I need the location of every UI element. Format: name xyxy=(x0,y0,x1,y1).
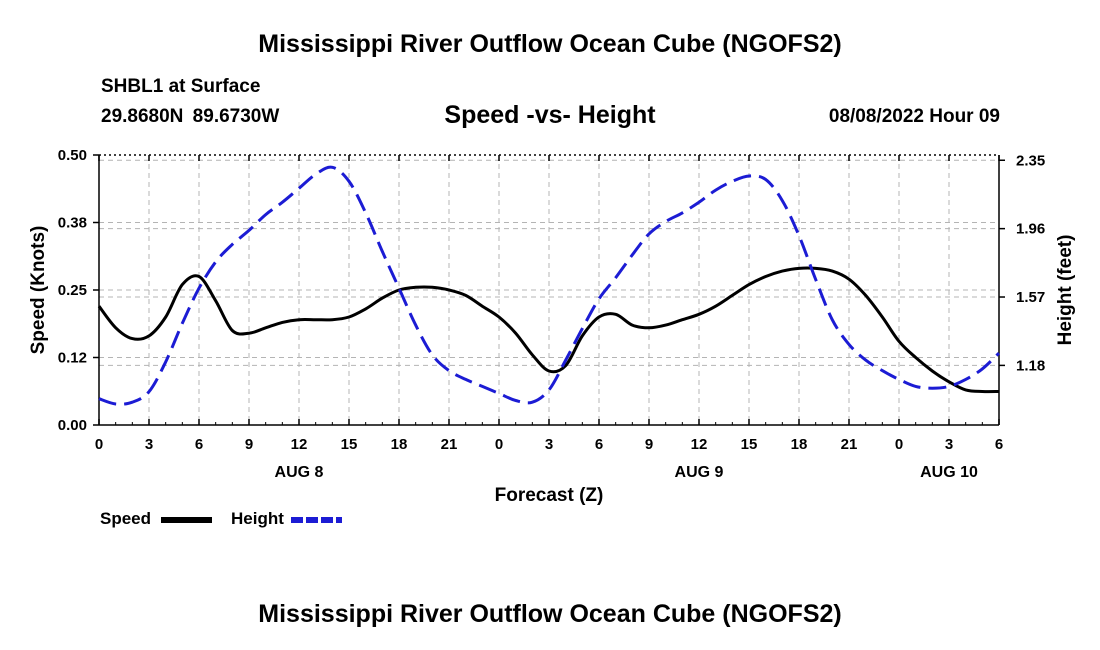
station-label: SHBL1 at Surface xyxy=(101,76,261,97)
x-tick-label: 18 xyxy=(791,436,808,453)
y-tick-label: 0.12 xyxy=(58,350,87,367)
footer-title: Mississippi River Outflow Ocean Cube (NG… xyxy=(258,600,842,628)
axis-labels: 0 3 6 9 12 15 18 21 0 3 6 9 12 15 18 21 0 3 6 0.00 0.12 0.25 0… xyxy=(28,147,1076,506)
x-tick-label: 6 xyxy=(995,436,1003,453)
legend-height-label: Height xyxy=(231,509,284,528)
chart-subtitle: Speed -vs- Height xyxy=(444,101,656,129)
y-tick-label: 0.50 xyxy=(58,147,87,164)
x-tick-label: 18 xyxy=(391,436,408,453)
y2-axis-title: Height (feet) xyxy=(1055,235,1076,346)
chart-title: Mississippi River Outflow Ocean Cube (NG… xyxy=(258,30,842,58)
y2-tick-label: 1.57 xyxy=(1016,289,1045,306)
x-tick-label: 6 xyxy=(595,436,603,453)
forecast-datetime: 08/08/2022 Hour 09 xyxy=(828,106,1000,127)
x-tick-label: 9 xyxy=(245,436,253,453)
y2-tick-label: 1.96 xyxy=(1016,221,1045,238)
x-tick-label: 21 xyxy=(441,436,458,453)
y2-tick-label: 1.18 xyxy=(1016,357,1045,374)
x-tick-label: 3 xyxy=(945,436,953,453)
axes xyxy=(93,154,1005,426)
x-tick-label: 6 xyxy=(195,436,203,453)
x-tick-label: 15 xyxy=(341,436,358,453)
y2-tick-label: 2.35 xyxy=(1016,152,1045,169)
x-tick-label: 21 xyxy=(841,436,858,453)
y-tick-label: 0.00 xyxy=(58,417,87,434)
series-lines xyxy=(97,165,1001,406)
x-tick-label: 12 xyxy=(291,436,308,453)
x-axis-title: Forecast (Z) xyxy=(495,485,604,506)
day-label: AUG 10 xyxy=(920,464,978,481)
legend-speed-label: Speed xyxy=(100,509,152,528)
x-tick-label: 0 xyxy=(895,436,903,453)
x-tick-label: 15 xyxy=(741,436,758,453)
x-tick-label: 3 xyxy=(545,436,553,453)
station-coordinates: 29.8680N 89.6730W xyxy=(101,106,280,127)
day-label: AUG 8 xyxy=(275,464,324,481)
y-axis-title: Speed (Knots) xyxy=(28,226,49,355)
x-tick-label: 9 xyxy=(645,436,653,453)
x-tick-label: 0 xyxy=(495,436,503,453)
x-tick-label: 0 xyxy=(95,436,103,453)
series-line-height xyxy=(98,165,1001,406)
x-tick-label: 12 xyxy=(691,436,708,453)
gridlines xyxy=(99,155,999,425)
y-tick-label: 0.38 xyxy=(58,215,87,232)
day-label: AUG 9 xyxy=(675,464,724,481)
x-tick-label: 3 xyxy=(145,436,153,453)
y-tick-label: 0.25 xyxy=(58,282,87,299)
series-line-speed xyxy=(97,266,1000,394)
